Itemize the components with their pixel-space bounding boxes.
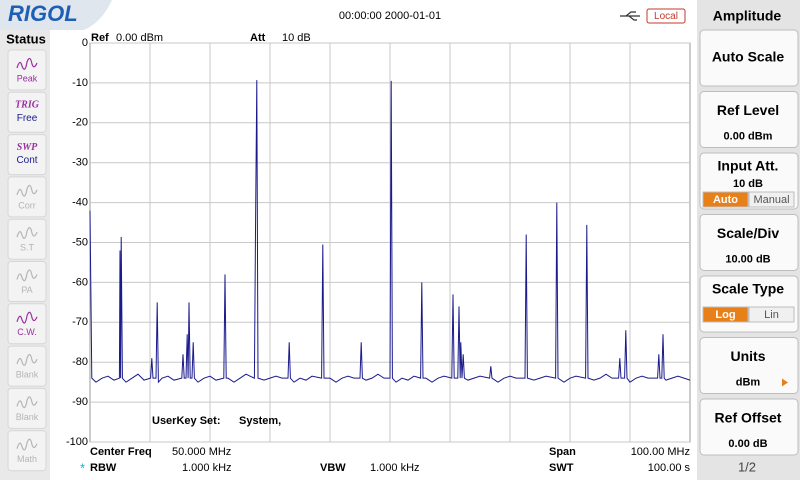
att-label: Att bbox=[250, 32, 266, 44]
submenu-arrow bbox=[782, 378, 788, 387]
y-tick-label: -90 bbox=[72, 396, 88, 408]
annotation-label: UserKey Set: bbox=[152, 415, 220, 427]
remote-badge bbox=[646, 8, 686, 24]
status-item bbox=[7, 387, 47, 429]
logo: RIGOL bbox=[8, 1, 78, 26]
usb-icon bbox=[620, 11, 640, 21]
timestamp: 00:00:00 2000-01-01 bbox=[339, 10, 441, 22]
y-tick-label: -70 bbox=[72, 316, 88, 328]
menu-button[interactable] bbox=[699, 91, 799, 148]
menu-button[interactable] bbox=[699, 337, 799, 394]
rbw-label: RBW bbox=[90, 462, 117, 474]
y-tick-label: -50 bbox=[72, 236, 88, 248]
option-box[interactable] bbox=[748, 306, 795, 323]
option-label: Auto bbox=[713, 194, 738, 206]
y-tick-label: -10 bbox=[72, 77, 88, 89]
span-label: Span bbox=[549, 446, 576, 458]
status-title: Status bbox=[6, 31, 46, 46]
status-icon bbox=[16, 184, 38, 197]
menu-button[interactable] bbox=[699, 29, 799, 87]
status-label: PA bbox=[21, 285, 32, 295]
y-tick-label: -60 bbox=[72, 276, 88, 288]
ref-value: 0.00 dBm bbox=[116, 32, 163, 44]
status-icon bbox=[16, 353, 38, 366]
status-item bbox=[7, 261, 47, 302]
menu-button-value: dBm bbox=[736, 376, 761, 388]
y-tick-label: 0 bbox=[82, 37, 88, 49]
menu-button-value: 0.00 dB bbox=[728, 438, 767, 450]
status-label: S.T bbox=[20, 243, 35, 253]
center-value: 50.000 MHz bbox=[172, 446, 231, 458]
status-label: Free bbox=[17, 113, 38, 124]
menu-button-value: 10.00 dB bbox=[725, 253, 770, 265]
menu-button-value: 10 dB bbox=[733, 178, 763, 190]
menu-button-label: Ref Offset bbox=[715, 410, 782, 426]
status-label: Corr bbox=[18, 200, 36, 210]
vbw-label: VBW bbox=[320, 462, 346, 474]
y-tick-label: -40 bbox=[72, 197, 88, 209]
status-item bbox=[7, 134, 47, 176]
status-item bbox=[7, 176, 47, 218]
y-tick-label: -20 bbox=[72, 117, 88, 129]
vbw-value: 1.000 kHz bbox=[370, 462, 420, 474]
y-tick-label: -100 bbox=[66, 436, 88, 448]
y-tick-label: -30 bbox=[72, 157, 88, 169]
option-box[interactable] bbox=[702, 306, 749, 323]
rbw-marker: * bbox=[80, 460, 85, 475]
status-tag: SWP bbox=[17, 142, 38, 153]
span-value: 100.00 MHz bbox=[631, 446, 690, 458]
swt-label: SWT bbox=[549, 462, 574, 474]
option-label: Lin bbox=[764, 309, 779, 321]
status-icon bbox=[16, 438, 38, 451]
status-tag: TRIG bbox=[15, 100, 40, 111]
menu-button-label: Scale/Div bbox=[717, 225, 779, 241]
ref-label: Ref bbox=[91, 32, 109, 44]
status-label: Blank bbox=[16, 412, 39, 422]
remote-status: Local bbox=[654, 11, 678, 22]
rbw-value: 1.000 kHz bbox=[182, 462, 232, 474]
menu-page: 1/2 bbox=[738, 459, 756, 474]
att-value: 10 dB bbox=[282, 32, 311, 44]
y-tick-label: -80 bbox=[72, 356, 88, 368]
trace bbox=[89, 80, 691, 384]
status-label: Math bbox=[17, 454, 37, 464]
center-label: Center Freq bbox=[90, 446, 152, 458]
status-item bbox=[7, 91, 47, 133]
menu-button-label: Input Att. bbox=[718, 158, 779, 174]
status-item bbox=[7, 49, 47, 91]
option-label: Log bbox=[715, 309, 735, 321]
menu-button-label: Ref Level bbox=[717, 102, 779, 118]
status-item bbox=[7, 218, 47, 260]
menu-button-value: 0.00 dBm bbox=[724, 130, 773, 142]
option-label: Manual bbox=[753, 194, 789, 206]
status-item bbox=[7, 303, 47, 345]
menu-button-label: Auto Scale bbox=[712, 49, 785, 65]
option-box[interactable] bbox=[748, 191, 795, 208]
status-label: C.W. bbox=[17, 327, 37, 337]
menu-button-label: Units bbox=[731, 348, 766, 364]
logo-bg bbox=[0, 0, 112, 30]
status-item bbox=[7, 345, 47, 387]
status-label: Peak bbox=[17, 73, 38, 83]
status-label: Blank bbox=[16, 369, 39, 379]
menu-button-label: Scale Type bbox=[712, 281, 784, 297]
status-label: Cont bbox=[16, 155, 37, 166]
option-box[interactable] bbox=[702, 191, 749, 208]
annotation-value: System, bbox=[239, 415, 281, 427]
swt-value: 100.00 s bbox=[648, 462, 691, 474]
menu-button[interactable] bbox=[699, 398, 799, 456]
status-icon bbox=[16, 396, 38, 409]
status-icon bbox=[16, 311, 38, 324]
status-icon bbox=[16, 227, 38, 239]
status-item bbox=[7, 430, 47, 472]
status-icon bbox=[16, 57, 38, 70]
menu-title: Amplitude bbox=[713, 8, 782, 24]
status-icon bbox=[16, 269, 38, 282]
menu-button[interactable] bbox=[699, 214, 799, 271]
